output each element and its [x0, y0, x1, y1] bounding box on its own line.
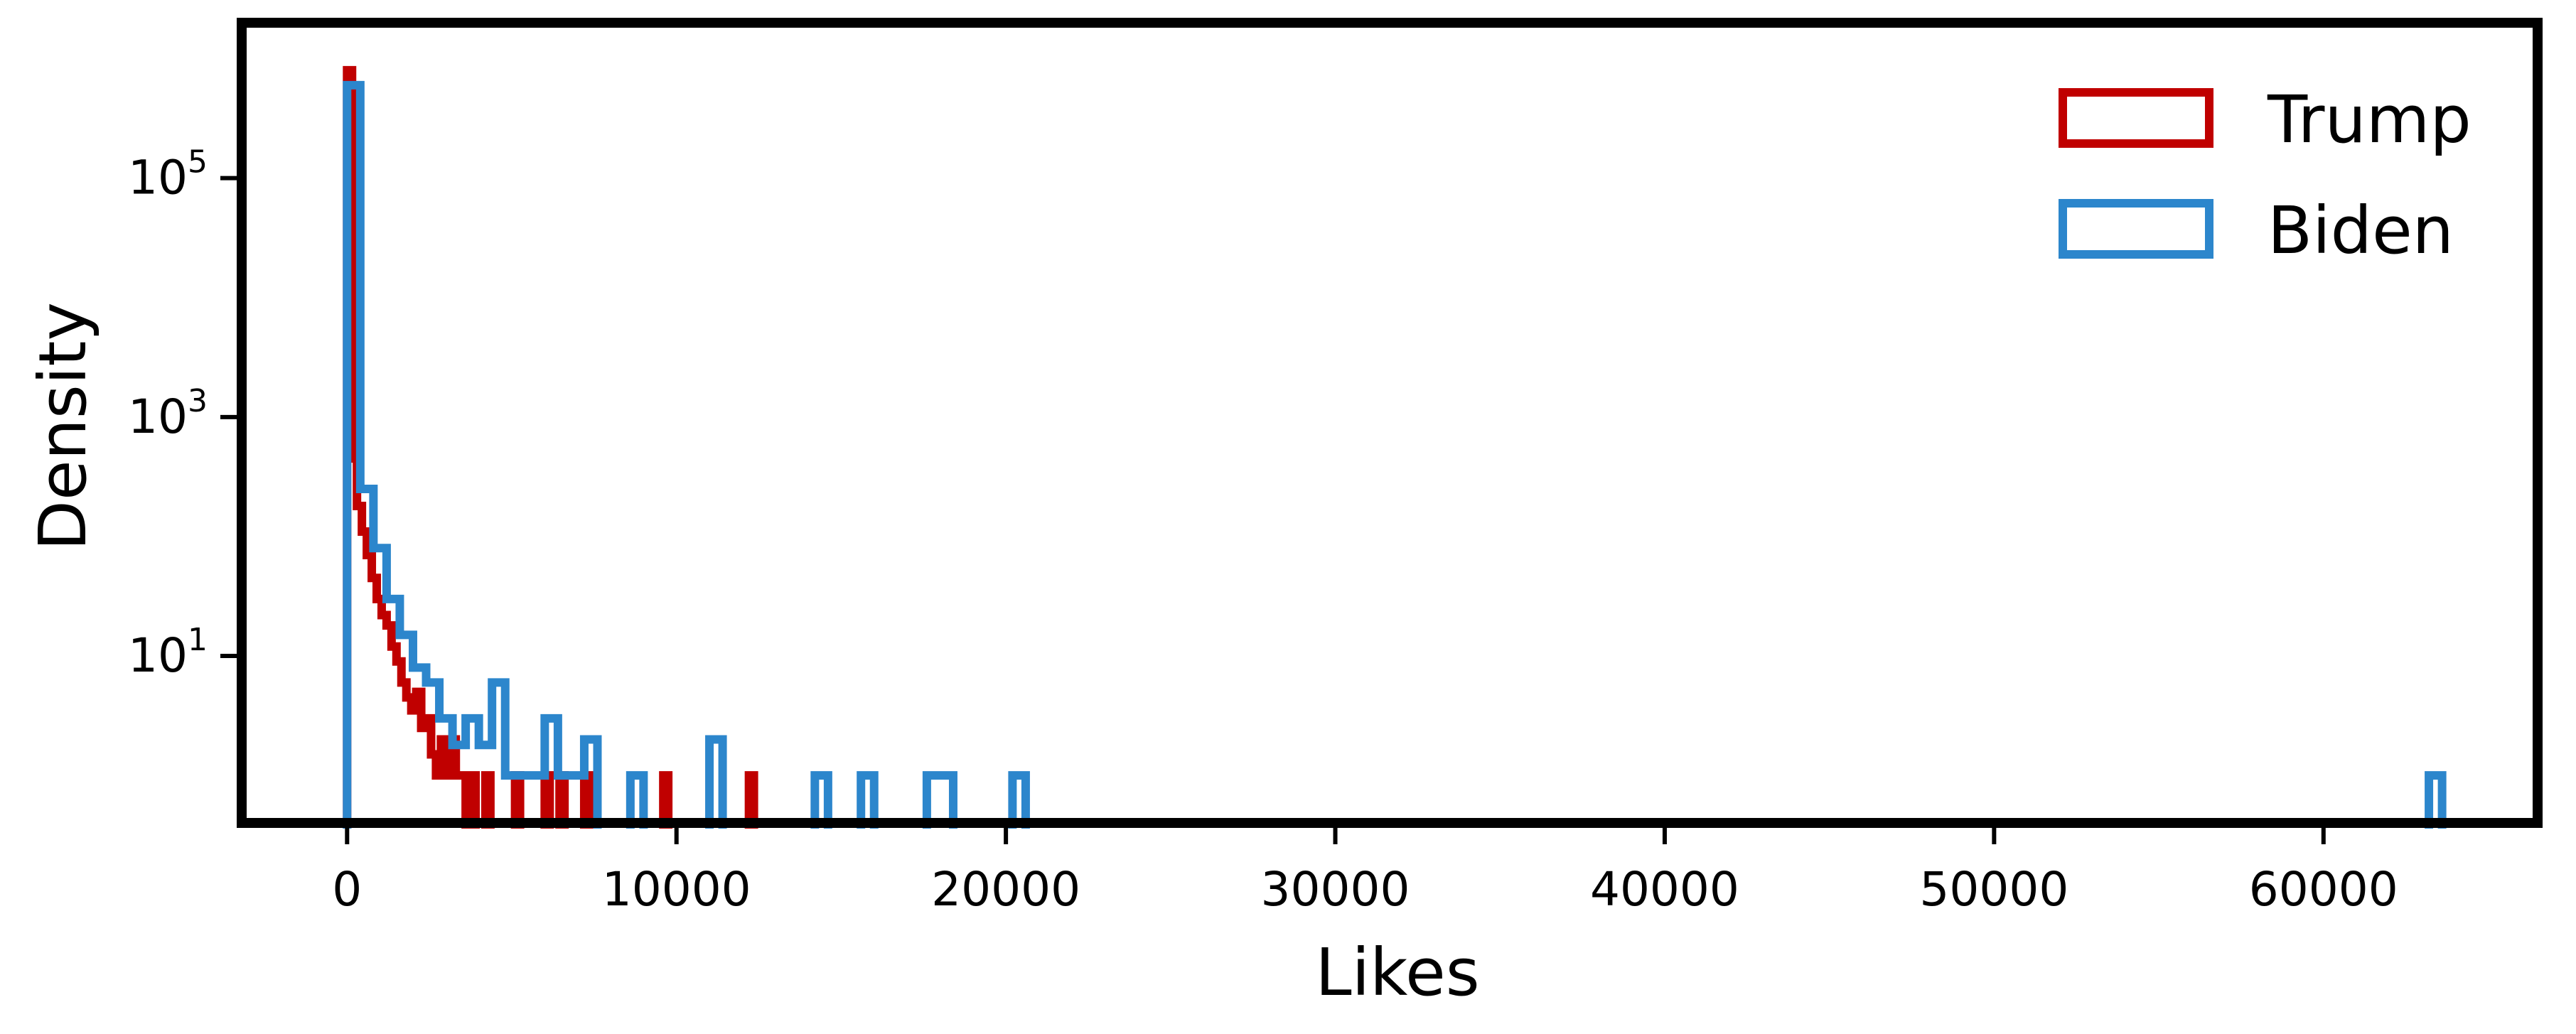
y-tick-label: 101	[128, 622, 208, 683]
y-axis-title: Density	[25, 302, 101, 551]
legend-swatch-biden	[2059, 199, 2213, 259]
x-tick-label: 50000	[1919, 862, 2068, 917]
x-tick-label: 20000	[931, 862, 1080, 917]
histogram-steps	[343, 65, 2447, 829]
legend-swatch-trump	[2059, 88, 2213, 148]
x-tick-label: 40000	[1590, 862, 1739, 917]
x-tick-label: 30000	[1261, 862, 1410, 917]
plot-frame	[237, 18, 2543, 828]
legend-label-biden: Biden	[2268, 193, 2454, 269]
x-tick-label: 10000	[602, 862, 751, 917]
legend-label-trump: Trump	[2267, 82, 2472, 158]
histogram-series-biden	[343, 80, 2447, 829]
x-tick-label: 60000	[2249, 862, 2398, 917]
y-tick-label: 105	[128, 144, 208, 205]
legend: Trump Biden	[2059, 82, 2472, 269]
y-tick-label: 103	[128, 383, 208, 444]
x-axis-title: Likes	[1315, 935, 1479, 1011]
y-axis-ticks: 101 103 105	[128, 144, 237, 683]
x-axis-ticks: 0 10000 20000 30000 40000 50000 60000	[332, 828, 2398, 917]
x-tick-label: 0	[332, 862, 362, 917]
